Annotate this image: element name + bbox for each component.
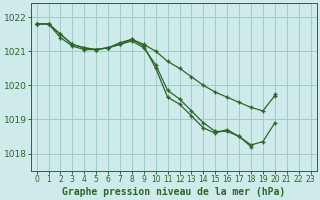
X-axis label: Graphe pression niveau de la mer (hPa): Graphe pression niveau de la mer (hPa): [62, 186, 285, 197]
